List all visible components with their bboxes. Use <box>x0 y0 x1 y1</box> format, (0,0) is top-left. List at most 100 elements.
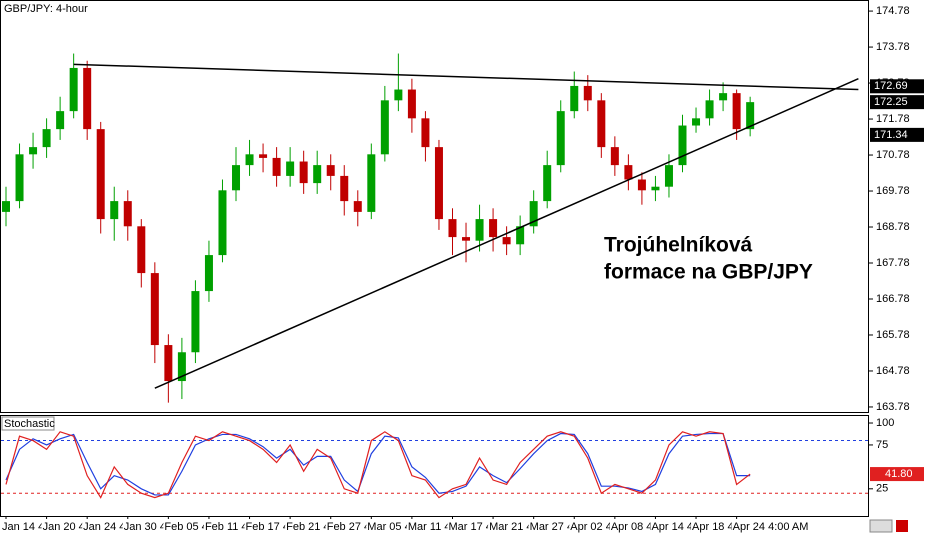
candle-body <box>69 67 78 112</box>
candle-body <box>692 118 701 126</box>
x-label-bg <box>691 519 732 533</box>
candle-body <box>475 219 484 241</box>
y-tick-label: 163.78 <box>876 401 910 413</box>
candle-body <box>624 165 633 180</box>
candle-body <box>597 100 606 148</box>
value-marker-label: 41.80 <box>885 468 913 480</box>
candle-body <box>421 118 430 148</box>
y-tick-label: 25 <box>876 483 888 495</box>
candle-body <box>705 100 714 119</box>
candle-body <box>313 165 322 184</box>
price-marker-label: 172.69 <box>874 80 908 92</box>
candle-body <box>29 147 38 155</box>
y-tick-label: 169.78 <box>876 185 910 197</box>
candle-body <box>678 125 687 166</box>
candle-body <box>15 154 24 202</box>
x-label-bg <box>82 519 123 533</box>
candle-body <box>123 201 132 227</box>
candle-body <box>719 93 728 101</box>
price-panel <box>0 0 869 413</box>
title-box <box>2 2 84 16</box>
candle-body <box>529 201 538 227</box>
panel-title: Stochastic <box>4 418 55 430</box>
x-label-bg <box>609 519 650 533</box>
x-label-bg <box>447 519 488 533</box>
candle-body <box>651 186 660 191</box>
candle-body <box>110 201 119 220</box>
candle-body <box>96 129 105 220</box>
trendline <box>73 63 859 91</box>
x-label-bg <box>244 519 285 533</box>
candle-body <box>380 100 389 155</box>
candle-body <box>137 226 146 274</box>
value-marker <box>870 467 924 482</box>
price-marker-label: 172.25 <box>874 96 908 108</box>
candle-body <box>434 147 443 220</box>
stochastic-line <box>5 431 751 499</box>
x-label-bg <box>488 519 529 533</box>
x-label-bg <box>406 519 447 533</box>
candle-body <box>286 161 295 176</box>
candle-body <box>164 345 173 382</box>
candle-body <box>299 161 308 184</box>
panel-title-box <box>1 416 55 431</box>
candle-body <box>353 201 362 212</box>
x-label-bg <box>203 519 244 533</box>
candle-body <box>407 89 416 119</box>
y-tick-label: 168.78 <box>876 221 910 233</box>
candle-body <box>340 175 349 202</box>
x-label-bg <box>285 519 326 533</box>
candle-body <box>516 226 525 245</box>
candle-body <box>204 255 213 292</box>
x-label-bg <box>122 519 163 533</box>
x-label-bg <box>163 519 204 533</box>
x-label-bg <box>569 519 610 533</box>
candle-body <box>326 165 335 176</box>
candle-body <box>746 102 755 130</box>
y-tick-label: 173.78 <box>876 41 910 53</box>
candle-body <box>543 165 552 202</box>
candle-body <box>367 154 376 212</box>
x-label-bg <box>650 519 691 533</box>
candle-body <box>583 85 592 101</box>
candle-body <box>732 93 741 130</box>
candle-body <box>502 237 511 245</box>
scroll-button[interactable] <box>869 519 893 533</box>
candle-body <box>448 219 457 238</box>
y-tick-label: 164.78 <box>876 365 910 377</box>
candle-body <box>245 154 254 166</box>
candle-body <box>177 352 186 382</box>
x-label-bg <box>528 519 569 533</box>
y-tick-label: 174.78 <box>876 5 910 17</box>
stochastic-panel <box>0 415 869 517</box>
y-tick-label: 170.78 <box>876 149 910 161</box>
candle-body <box>232 165 241 191</box>
y-tick-label: 166.78 <box>876 293 910 305</box>
price-marker <box>870 79 924 94</box>
x-label-bg <box>1 519 41 533</box>
x-label-bg <box>731 519 772 533</box>
y-tick-label: 75 <box>876 439 888 451</box>
candle-body <box>570 85 579 112</box>
candle-body <box>218 190 227 256</box>
candle-body <box>56 111 65 130</box>
candle-body <box>191 291 200 353</box>
y-tick-label: 171.78 <box>876 113 910 125</box>
candle-body <box>272 157 281 176</box>
candle-body <box>664 165 673 187</box>
candle-body <box>556 111 565 166</box>
annotation: Trojúhelníková <box>604 234 753 257</box>
candle-body <box>610 147 619 166</box>
candle-body <box>462 237 471 241</box>
x-label-bg <box>366 519 407 533</box>
close-button[interactable] <box>896 520 908 532</box>
x-label-bg <box>41 519 82 533</box>
y-tick-label: 165.78 <box>876 329 910 341</box>
candle-body <box>2 201 10 212</box>
chart-title: GBP/JPY: 4-hour <box>4 3 88 15</box>
candle-body <box>489 219 498 238</box>
price-marker <box>870 127 924 142</box>
y-tick-label: 167.78 <box>876 257 910 269</box>
